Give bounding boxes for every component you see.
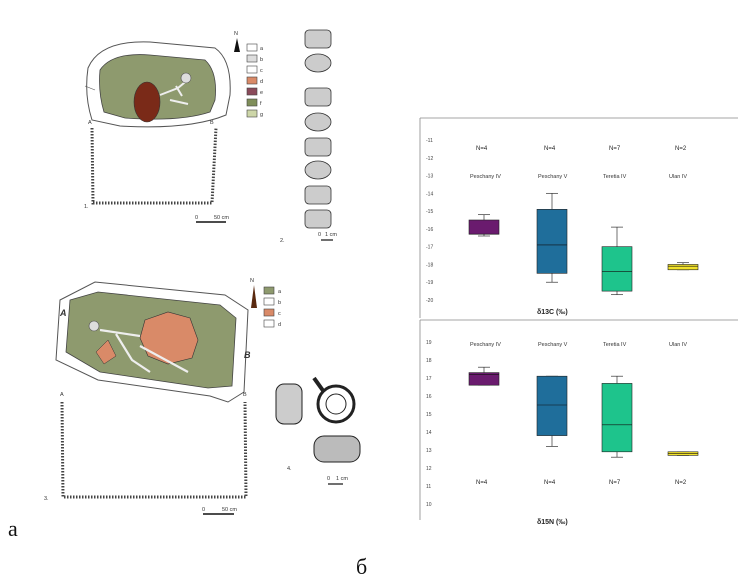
- fig1-scale-zero: 0: [195, 215, 198, 221]
- archaeology-figures: A B 1. 0 50 cm N a b c d e f g 2. 0 1 cm: [8, 29, 361, 541]
- ochre-patch: [133, 81, 161, 123]
- fig1-number: 1.: [84, 204, 89, 210]
- fig1-legend-e: e: [260, 90, 263, 96]
- fig3-legend-b: b: [278, 300, 281, 306]
- fig3-legend-a: a: [278, 289, 282, 295]
- fig3-section-left: A: [60, 392, 64, 398]
- fig1-legend-f: f: [260, 101, 262, 107]
- chart2-ytick-6: 13: [426, 448, 432, 454]
- chart2-category-3: Ulan IV: [669, 342, 687, 348]
- fig1-north: N: [234, 31, 238, 37]
- chart1-category-2: Teretia IV: [603, 174, 627, 180]
- chart2-ytick-4: 15: [426, 412, 432, 418]
- chart1-ytick-2: -13: [426, 174, 433, 180]
- chart2-count-0: N=4: [476, 480, 488, 486]
- fig3-north: N: [250, 278, 254, 284]
- chart1: -11 -12 -13 -14 -15 -16 -17 -18 -19 -20 Peschany I…: [426, 138, 699, 304]
- chart1-ytick-7: -18: [426, 262, 433, 268]
- chart2-count-3: N=2: [675, 480, 687, 486]
- fig4-scale-end: 1 cm: [336, 476, 348, 482]
- chart2-box-0: [468, 372, 500, 386]
- fig3-legend: [263, 286, 275, 328]
- chart1-category-3: Ulan IV: [669, 174, 687, 180]
- fig4-number: 4.: [287, 466, 292, 472]
- chart2-xlabel: δ15N (‰): [537, 519, 568, 526]
- chart2-category-2: Teretia IV: [603, 342, 627, 348]
- beads-column: [304, 29, 332, 229]
- chart2-ytick-1: 18: [426, 358, 432, 364]
- chart1-box-2: [601, 246, 633, 292]
- chart1-count-3: N=2: [675, 146, 687, 152]
- grave-plan-1: [84, 41, 231, 128]
- chart1-ytick-9: -20: [426, 298, 433, 304]
- chart1-ytick-8: -19: [426, 280, 433, 286]
- fig1-section-right: B: [210, 120, 214, 126]
- chart2-category-0: Peschany IV: [470, 342, 501, 348]
- fig3-number: 3.: [44, 496, 49, 502]
- chart2-ytick-2: 17: [426, 376, 432, 382]
- fig3-section-profile: [60, 401, 248, 499]
- fig3-scale-end: 50 cm: [222, 507, 237, 513]
- chart2-ytick-0: 19: [426, 340, 432, 346]
- chart1-xlabel: δ13C (‰): [537, 309, 568, 316]
- chart2-ytick-8: 11: [426, 484, 431, 490]
- chart2-ytick-9: 10: [426, 502, 432, 508]
- fig2-number: 2.: [280, 238, 285, 244]
- fig3-plan-label-a: A: [59, 308, 67, 318]
- chart1-box-0: [468, 219, 500, 235]
- chart1-count-0: N=4: [476, 146, 488, 152]
- chart1-category-0: Peschany IV: [470, 174, 501, 180]
- chart2-category-1: Peschany V: [538, 342, 568, 348]
- fig2-scale-zero: 0: [318, 232, 321, 238]
- chart1-ytick-4: -15: [426, 209, 433, 215]
- fig1-legend: [246, 43, 258, 118]
- fig1-section-left: A: [88, 120, 92, 126]
- fig3-north-arrow-icon: [251, 285, 257, 308]
- chart2-ytick-5: 14: [426, 430, 432, 436]
- chart1-ytick-1: -12: [426, 156, 433, 162]
- ochre-area: [139, 311, 199, 365]
- fig2-scale-end: 1 cm: [325, 232, 337, 238]
- fig3-legend-c: c: [278, 311, 281, 317]
- chart1-ytick-0: -11: [426, 138, 433, 144]
- chart1-ytick-5: -16: [426, 227, 433, 233]
- chart2-count-2: N=7: [609, 480, 621, 486]
- fig1-north-arrow-icon: [234, 38, 240, 52]
- chart1-ytick-3: -14: [426, 191, 433, 197]
- panel-label-b: б: [356, 554, 367, 579]
- chart1-box-3: [667, 264, 699, 271]
- chart2-count-1: N=4: [544, 480, 556, 486]
- artifacts: [275, 376, 361, 463]
- fig1-legend-g: g: [260, 112, 263, 118]
- chart2-ytick-3: 16: [426, 394, 432, 400]
- fig3-section-right: B: [243, 392, 247, 398]
- fig4-scale-zero: 0: [327, 476, 330, 482]
- grave-plan-3: [55, 281, 249, 403]
- chart2-box-2: [601, 383, 633, 453]
- chart1-ytick-6: -17: [426, 245, 433, 251]
- chart1-category-1: Peschany V: [538, 174, 568, 180]
- fig3-legend-d: d: [278, 322, 281, 328]
- fig1-section-profile: [90, 127, 218, 205]
- fig1-scale-end: 50 cm: [214, 215, 229, 221]
- fig1-legend-c: c: [260, 68, 263, 74]
- chart1-box-1: [536, 209, 568, 274]
- fig3-scale-zero: 0: [202, 507, 205, 513]
- chart2-box-1: [536, 375, 568, 436]
- panel-label-a: a: [8, 516, 18, 541]
- chart2: 19 18 17 16 15 14 13 12 11 10 Peschany IV N=4 Pescha…: [426, 340, 699, 508]
- fig1-legend-a: a: [260, 46, 264, 52]
- fig1-legend-d: d: [260, 79, 263, 85]
- fig3-plan-label-b: B: [244, 350, 251, 360]
- chart2-ytick-7: 12: [426, 466, 432, 472]
- chart1-count-1: N=4: [544, 146, 556, 152]
- fig1-legend-b: b: [260, 57, 263, 63]
- chart1-count-2: N=7: [609, 146, 621, 152]
